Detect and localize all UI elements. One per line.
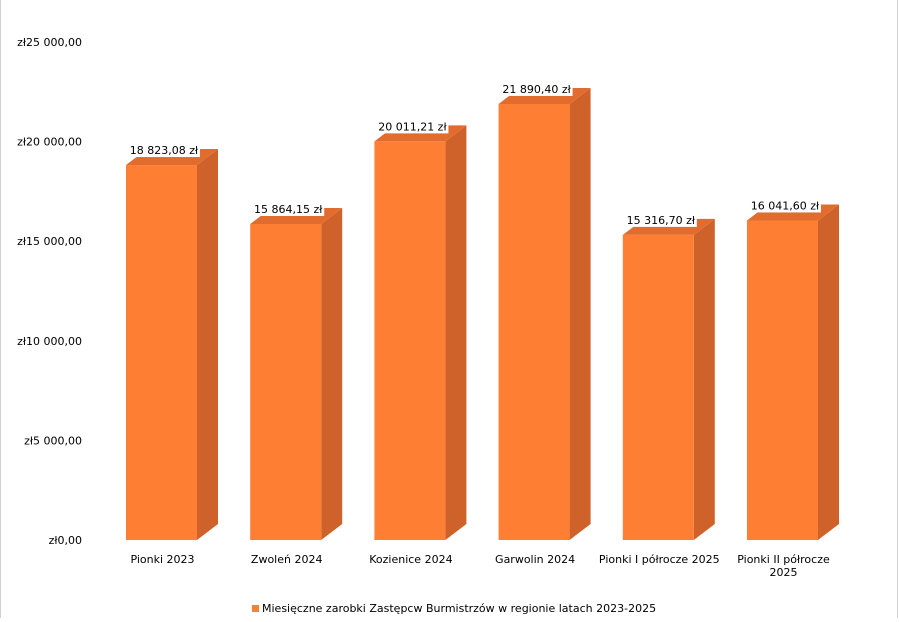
bar: 20 011,21 zł bbox=[374, 119, 467, 540]
bar-front bbox=[374, 141, 446, 540]
bar-side bbox=[569, 87, 591, 540]
y-tick-label: zł10 000,00 bbox=[17, 335, 82, 348]
bar: 21 890,40 zł bbox=[498, 81, 591, 540]
x-tick-label: Garwolin 2024 bbox=[495, 553, 575, 566]
x-tick-label: Pionki II półrocze 2025 bbox=[737, 553, 830, 579]
y-tick-label: zł5 000,00 bbox=[24, 434, 82, 447]
frame-right-edge bbox=[897, 0, 898, 618]
legend: Miesięczne zarobki Zastępcw Burmistrzów … bbox=[252, 600, 656, 616]
x-tick-label: Pionki 2023 bbox=[130, 553, 194, 566]
legend-swatch bbox=[252, 604, 259, 612]
bar: 18 823,08 zł bbox=[126, 143, 218, 540]
bar-side bbox=[321, 207, 343, 540]
data-label: 18 823,08 zł bbox=[130, 144, 199, 157]
y-axis: zł0,00 zł5 000,00 zł10 000,00 zł15 000,00 zł… bbox=[17, 36, 82, 547]
bar-front bbox=[250, 223, 322, 540]
x-tick-label: Pionki I półrocze 2025 bbox=[599, 553, 720, 566]
data-label-bg bbox=[749, 198, 821, 213]
data-label: 16 041,60 zł bbox=[751, 199, 820, 212]
bar-side bbox=[818, 204, 839, 540]
bar-front bbox=[747, 220, 818, 540]
data-label: 15 864,15 zł bbox=[254, 203, 323, 216]
data-label-bg bbox=[500, 81, 573, 96]
data-label-bg bbox=[376, 119, 449, 134]
data-label: 15 316,70 zł bbox=[627, 214, 696, 227]
bar: 15 864,15 zł bbox=[250, 201, 343, 540]
y-tick-label: zł20 000,00 bbox=[17, 136, 82, 149]
data-label-bg bbox=[252, 201, 325, 216]
y-tick-label: zł0,00 bbox=[49, 534, 82, 547]
bar-front bbox=[498, 103, 570, 540]
bars: 18 823,08 zł 15 864,15 zł 20 011,21 zł 21 8… bbox=[126, 81, 839, 540]
bar-side bbox=[197, 149, 218, 540]
data-label-bg bbox=[128, 143, 200, 158]
legend-label: Miesięczne zarobki Zastępcw Burmistrzów … bbox=[262, 601, 657, 615]
x-tick-label: Kozienice 2024 bbox=[369, 553, 452, 566]
frame-left-edge bbox=[0, 0, 1, 618]
bar-front bbox=[126, 165, 197, 540]
x-tick-label: Zwoleń 2024 bbox=[251, 553, 323, 566]
y-tick-label: zł25 000,00 bbox=[17, 36, 82, 49]
x-axis: Pionki 2023 Zwoleń 2024 Kozienice 2024 Garw… bbox=[130, 553, 830, 579]
bar: 15 316,70 zł bbox=[622, 212, 715, 540]
bar-front bbox=[622, 234, 694, 540]
bar-side bbox=[693, 218, 715, 540]
bar-side bbox=[445, 125, 467, 540]
y-tick-label: zł15 000,00 bbox=[17, 235, 82, 248]
bar: 16 041,60 zł bbox=[747, 198, 839, 540]
data-label: 21 890,40 zł bbox=[502, 83, 571, 96]
data-label: 20 011,21 zł bbox=[378, 120, 447, 133]
data-label-bg bbox=[624, 212, 697, 227]
